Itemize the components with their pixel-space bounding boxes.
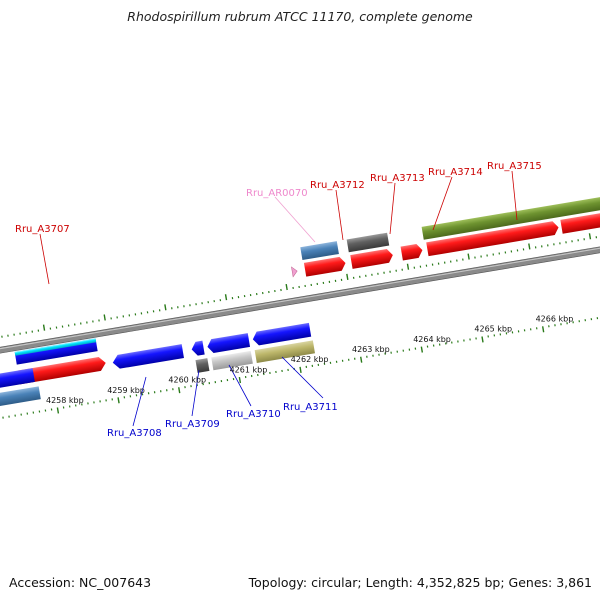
label-rru-a3714[interactable]: Rru_A3714 (428, 167, 483, 178)
scale-label: 4260 kbp (168, 376, 206, 385)
upper-tick (42, 324, 46, 331)
gene-rru-a3709[interactable] (191, 340, 205, 357)
lower-tick (56, 407, 60, 414)
scale-label: 4259 kbp (107, 386, 145, 395)
gene-rru-a3713-product[interactable] (346, 232, 390, 253)
upper-tick (528, 243, 531, 250)
gene-left-edge[interactable] (0, 368, 35, 393)
upper-tick (164, 304, 167, 311)
gene-rru-a3714[interactable] (400, 243, 424, 261)
gene-rru-a3707-rna[interactable] (14, 338, 97, 356)
scale-label: 4262 kbp (291, 355, 329, 364)
label-leaders (39, 170, 518, 427)
scale-label: 4261 kbp (230, 365, 268, 374)
lower-tick (178, 387, 181, 394)
reverse-tick-row (2, 317, 599, 419)
forward-tick-row (1, 233, 598, 338)
scale-label: 4264 kbp (413, 335, 451, 344)
gene-rru-a3710[interactable] (206, 333, 251, 354)
gene-rru-a3715[interactable] (426, 220, 559, 257)
label-rru-a3712[interactable]: Rru_A3712 (310, 180, 365, 191)
upper-tick (103, 314, 106, 321)
label-rru-a3709[interactable]: Rru_A3709 (165, 419, 220, 430)
lower-tick (299, 366, 302, 373)
gene-rru-a3711[interactable] (252, 322, 312, 346)
lower-tick (360, 356, 363, 363)
gene-rru-a3710-product[interactable] (211, 350, 253, 371)
label-rru-a3715[interactable]: Rru_A3715 (487, 161, 542, 172)
lower-tick (117, 397, 120, 404)
gene-rru-a3712[interactable] (303, 256, 347, 277)
lower-tick (481, 336, 484, 343)
gene-rru-a3708[interactable] (112, 344, 184, 370)
label-rru-a3713[interactable]: Rru_A3713 (370, 173, 425, 184)
label-rru-a3710[interactable]: Rru_A3710 (226, 409, 281, 420)
lower-tick (420, 346, 424, 353)
gene-rru-a3713[interactable] (350, 248, 394, 269)
scale-label: 4265 kbp (474, 325, 512, 334)
label-rru-a3707[interactable]: Rru_A3707 (15, 224, 70, 235)
gene-rru-a3715-next[interactable] (560, 211, 600, 234)
upper-tick (406, 263, 410, 270)
scale-label: 4266 kbp (536, 314, 574, 323)
lower-tick (238, 376, 242, 384)
scale-label: 4263 kbp (352, 345, 390, 354)
upper-tick (224, 294, 228, 301)
lower-tick (541, 326, 545, 333)
upper-tick (467, 253, 470, 260)
label-rru-a3711[interactable]: Rru_A3711 (283, 402, 338, 413)
gene-rru-a3711-product[interactable] (254, 340, 315, 363)
gene-rru-a3707[interactable] (17, 356, 107, 385)
gene-rru-a3709-product[interactable] (195, 358, 210, 373)
upper-tick (346, 273, 349, 280)
gene-rru-a3715-product[interactable] (421, 195, 600, 240)
label-rru-ar0070[interactable]: Rru_AR0070 (246, 188, 308, 199)
map-title: Rhodospirillum rubrum ATCC 11170, comple… (127, 9, 473, 24)
scale-labels: 4258 kbp 4259 kbp 4260 kbp 4261 kbp 4262 kbp… (46, 314, 573, 405)
upper-tick (285, 283, 288, 291)
gene-rru-a3712-product[interactable] (300, 241, 339, 261)
topology-label: Topology: circular; Length: 4,352,825 bp… (248, 575, 592, 590)
rna-rru-ar0070[interactable] (291, 266, 298, 278)
scale-label: 4258 kbp (46, 396, 84, 405)
label-rru-a3708[interactable]: Rru_A3708 (107, 428, 162, 439)
upper-tick (588, 233, 592, 240)
accession-label: Accession: NC_007643 (9, 575, 152, 590)
gene-left-edge-product[interactable] (0, 386, 41, 411)
